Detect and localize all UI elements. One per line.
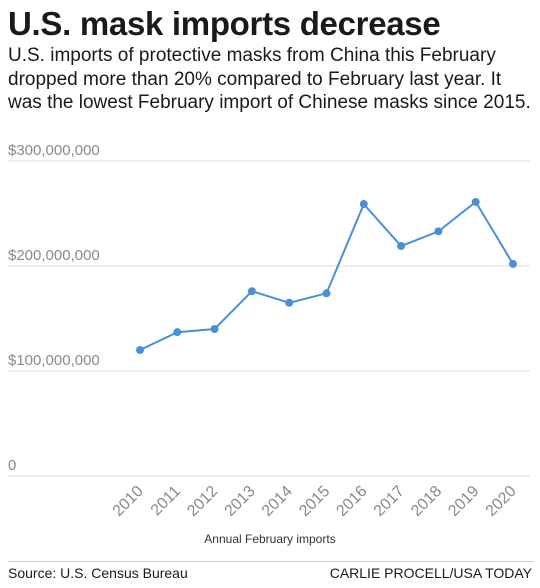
x-tick-label: 2018 (408, 483, 445, 520)
x-axis-labels: 2010 2011 2012 2013 2014 2015 2016 2017 2018 2019… (110, 483, 520, 520)
x-tick-label: 2010 (110, 483, 147, 520)
data-points (136, 197, 517, 354)
y-axis-labels: 0 $100,000,000 $200,000,000 $300,000,000 (8, 142, 100, 474)
data-point (173, 328, 182, 337)
gridlines (8, 160, 530, 477)
y-tick-label: $100,000,000 (8, 352, 100, 369)
x-tick-label: 2013 (222, 483, 259, 520)
data-point (322, 289, 331, 298)
data-point (247, 287, 256, 296)
y-tick-label: $200,000,000 (8, 247, 100, 264)
chart-title: U.S. mask imports decrease (8, 5, 441, 42)
source-note: Source: U.S. Census Bureau (8, 565, 188, 581)
x-tick-label: 2020 (483, 483, 520, 520)
x-tick-label: 2016 (333, 483, 370, 520)
series-line (139, 200, 514, 351)
x-tick-label: 2015 (296, 483, 333, 520)
data-point (285, 298, 294, 307)
y-tick-label: $300,000,000 (8, 142, 100, 159)
series-layer (139, 200, 514, 351)
x-tick-label: 2017 (371, 483, 408, 520)
x-axis-title: Annual February imports (204, 532, 335, 546)
line-chart: 0 $100,000,000 $200,000,000 $300,000,000 20… (8, 142, 530, 546)
data-point (359, 200, 368, 209)
x-tick-label: 2019 (445, 483, 482, 520)
credit-line: CARLIE PROCELL/USA TODAY (329, 565, 532, 581)
data-point (509, 259, 517, 268)
x-tick-label: 2012 (184, 483, 221, 520)
data-point (471, 197, 480, 206)
y-tick-label: 0 (8, 457, 16, 474)
footer-divider (8, 561, 534, 562)
data-point (210, 325, 219, 333)
data-point (136, 346, 144, 354)
data-point (397, 242, 406, 251)
data-point (434, 227, 443, 236)
x-tick-label: 2011 (148, 483, 184, 519)
x-tick-label: 2014 (259, 483, 296, 520)
chart-subtitle: U.S. imports of protective masks from Ch… (8, 45, 531, 113)
